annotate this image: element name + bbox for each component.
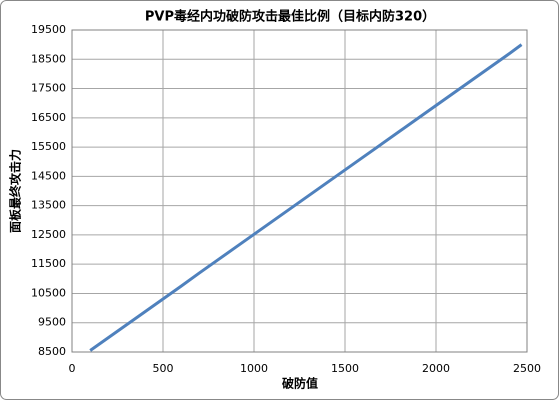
y-tick-label: 10500: [31, 286, 66, 299]
x-tick-label: 2500: [513, 362, 541, 375]
y-tick-label: 9500: [38, 316, 66, 329]
y-tick-label: 14500: [31, 169, 66, 182]
y-tick-label: 15500: [31, 140, 66, 153]
x-tick-label: 500: [153, 362, 174, 375]
y-tick-label: 11500: [31, 257, 66, 270]
y-tick-label: 19500: [31, 23, 66, 36]
y-tick-label: 18500: [31, 52, 66, 65]
y-axis-title: 面板最终攻击力: [8, 149, 23, 233]
y-tick-label: 12500: [31, 228, 66, 241]
x-axis-title: 破防值: [282, 376, 318, 391]
x-tick-label: 1000: [240, 362, 268, 375]
y-tick-label: 17500: [31, 82, 66, 95]
x-tick-label: 0: [69, 362, 76, 375]
x-tick-label: 1500: [331, 362, 359, 375]
data-line: [89, 43, 523, 352]
y-tick-label: 16500: [31, 111, 66, 124]
y-tick-label: 13500: [31, 199, 66, 212]
plot-area-border: [71, 29, 528, 353]
x-tick-label: 2000: [422, 362, 450, 375]
y-tick-label: 8500: [38, 345, 66, 358]
chart-title: PVP毒经内功破防攻击最佳比例（目标内防320）: [145, 9, 435, 25]
